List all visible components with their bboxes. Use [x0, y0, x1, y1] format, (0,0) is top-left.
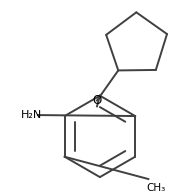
Text: H₂N: H₂N — [20, 110, 42, 120]
Text: CH₃: CH₃ — [146, 183, 166, 193]
Text: O: O — [92, 94, 102, 107]
